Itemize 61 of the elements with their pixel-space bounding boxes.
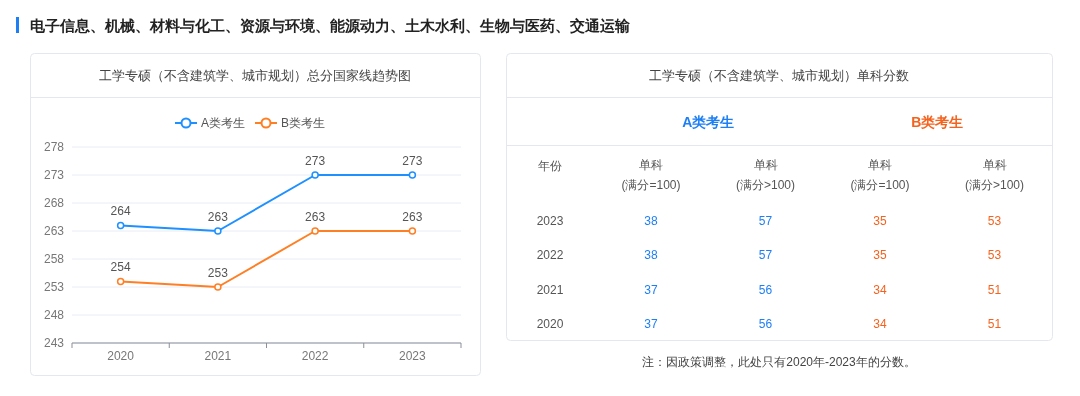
y-tick-label: 243	[43, 336, 65, 350]
point	[214, 283, 222, 291]
text: 电子信息、机械、材料与化工、资源与环境、能源动力、土木水利、生物与医药、交通运输	[30, 16, 631, 34]
data-label: 37	[644, 282, 658, 297]
text: 注：因政策调整，此处只有2020年-2023年的分数。	[642, 355, 916, 369]
data-label: 34	[873, 282, 887, 297]
y-tick-label: 2020	[536, 316, 564, 331]
data-label: 37	[644, 316, 658, 331]
data-label: 57	[758, 214, 773, 228]
x-tick-label: 单科 (满分=100)	[850, 158, 910, 192]
point	[214, 227, 222, 235]
data-label: 264	[110, 204, 131, 219]
data-label: 35	[873, 248, 887, 263]
data-label: 51	[987, 316, 1002, 331]
data-label: 263	[207, 210, 229, 224]
y-tick-label: 263	[43, 224, 65, 238]
data-label: 38	[644, 248, 658, 263]
data-label: 51	[987, 282, 1002, 297]
x-tick-label: 单科 (满分>100)	[735, 158, 796, 192]
y-tick-label: 273	[43, 168, 65, 182]
x-tick-label: 单科 (满分>100)	[964, 158, 1025, 192]
chart-title: 工学专硕（不含建筑学、城市规划）总分国家线趋势图	[99, 67, 411, 83]
data-label: 263	[402, 210, 423, 224]
text: B类考生	[911, 114, 964, 130]
x-tick-label: 2022	[301, 349, 329, 363]
point	[408, 227, 417, 235]
x-tick-label: 2021	[204, 349, 232, 363]
legend-label: A类考生	[201, 116, 246, 130]
x-tick-label: 2023	[399, 349, 427, 363]
y-tick-label: 2021	[536, 282, 564, 297]
y-tick-label: 268	[43, 196, 65, 210]
y-tick-label: 2023	[536, 214, 564, 228]
x-tick-label: 单科 (满分=100)	[621, 158, 681, 192]
data-label: 34	[873, 316, 887, 331]
point	[116, 277, 125, 286]
y-tick-label: 248	[43, 308, 65, 322]
y-tick-label: 2022	[536, 248, 564, 263]
point	[408, 171, 417, 179]
data-label: 253	[207, 266, 229, 280]
y-tick-label: 278	[43, 140, 65, 154]
point	[116, 221, 125, 230]
data-label: 263	[305, 210, 326, 224]
data-label: 57	[758, 248, 773, 263]
data-label: 56	[758, 316, 773, 331]
data-label: 53	[987, 248, 1002, 263]
chart-title: 工学专硕（不含建筑学、城市规划）单科分数	[649, 67, 909, 83]
point	[311, 227, 319, 235]
data-label: 53	[987, 214, 1002, 228]
y-tick-label: 258	[43, 252, 65, 266]
data-label: 273	[402, 154, 423, 168]
x-tick-label: 2020	[107, 349, 135, 363]
data-label: 254	[110, 260, 131, 275]
point	[311, 171, 319, 179]
y-tick-label: 253	[43, 280, 65, 294]
data-label: 56	[758, 282, 773, 297]
y-axis-title: 年份	[538, 159, 562, 173]
text: A类考生	[682, 114, 735, 130]
data-label: 273	[305, 154, 326, 168]
legend-label: B类考生	[281, 116, 326, 130]
data-label: 38	[644, 214, 658, 228]
data-label: 35	[873, 214, 887, 228]
